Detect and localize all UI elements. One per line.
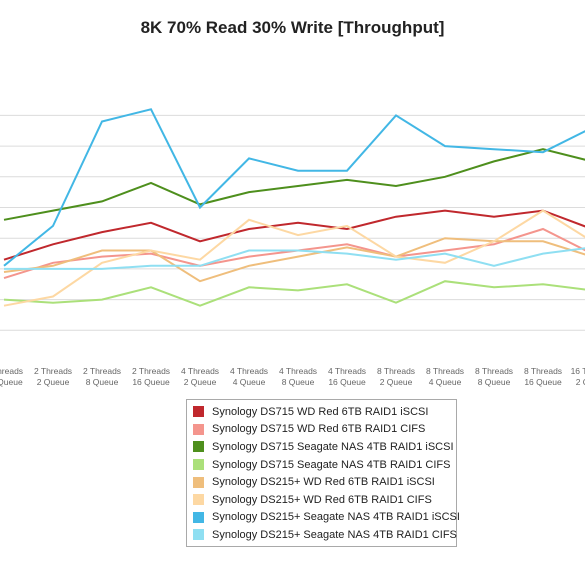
legend-swatch	[193, 476, 204, 488]
legend-item: Synology DS215+ Seagate NAS 4TB RAID1 CI…	[193, 526, 457, 544]
x-tick-label: 16 Queue	[524, 377, 562, 387]
legend-item: Synology DS715 Seagate NAS 4TB RAID1 CIF…	[193, 456, 456, 474]
legend-label: Synology DS715 Seagate NAS 4TB RAID1 iSC…	[212, 440, 454, 453]
x-tick-label: 4 Threads	[230, 366, 268, 376]
legend-item: Synology DS215+ WD Red 6TB RAID1 CIFS	[193, 491, 456, 509]
legend-item: Synology DS215+ WD Red 6TB RAID1 iSCSI	[193, 473, 456, 491]
x-tick-label: 8 Queue	[282, 377, 315, 387]
series-line-6	[3, 209, 585, 307]
series-line-2	[3, 227, 585, 280]
x-tick-label: 4 Queue	[429, 377, 462, 387]
legend-swatch	[193, 423, 204, 435]
x-tick-label: 8 Threads	[524, 366, 562, 376]
x-tick-label: 2 Queue	[184, 377, 217, 387]
series-line-3	[3, 148, 585, 221]
legend-label: Synology DS215+ Seagate NAS 4TB RAID1 CI…	[212, 528, 457, 541]
legend-swatch	[193, 494, 204, 506]
chart-title: 8K 70% Read 30% Write [Throughput]	[140, 18, 445, 37]
x-tick-label: 2 Queue	[576, 377, 585, 387]
series-line-8	[4, 247, 585, 270]
legend-swatch	[193, 406, 204, 418]
legend-label: Synology DS715 WD Red 6TB RAID1 iSCSI	[212, 405, 429, 418]
legend-swatch	[193, 511, 204, 523]
legend-label: Synology DS715 Seagate NAS 4TB RAID1 CIF…	[212, 458, 451, 471]
x-tick-label: 16 Queue	[0, 377, 23, 387]
series-line-1	[3, 209, 585, 261]
series-lines	[3, 108, 585, 307]
legend-label: Synology DS215+ WD Red 6TB RAID1 iSCSI	[212, 476, 435, 489]
x-tick-label: 2 Threads	[34, 366, 72, 376]
legend-swatch	[193, 441, 204, 453]
legend-label: Synology DS215+ WD Red 6TB RAID1 CIFS	[212, 493, 432, 506]
series-line-7	[3, 108, 585, 267]
legend: Synology DS715 WD Red 6TB RAID1 iSCSI Syn…	[186, 399, 460, 547]
x-tick-label: 8 Queue	[86, 377, 119, 387]
legend-item: Synology DS715 WD Red 6TB RAID1 iSCSI	[193, 403, 456, 421]
series-line-4	[3, 280, 585, 307]
legend-label: Synology DS215+ Seagate NAS 4TB RAID1 iS…	[212, 511, 460, 524]
legend-item: Synology DS715 Seagate NAS 4TB RAID1 iSC…	[193, 438, 456, 456]
legend-item: Synology DS215+ Seagate NAS 4TB RAID1 iS…	[193, 509, 460, 527]
x-tick-label: 8 Threads	[475, 366, 513, 376]
x-tick-label: 4 Threads	[328, 366, 366, 376]
x-tick-label: 4 Threads	[279, 366, 317, 376]
legend-label: Synology DS715 WD Red 6TB RAID1 CIFS	[212, 423, 426, 436]
x-tick-label: 16 Queue	[328, 377, 366, 387]
x-tick-label: 8 Threads	[377, 366, 415, 376]
legend-swatch	[193, 459, 204, 471]
x-tick-label: 16 Queue	[132, 377, 170, 387]
x-tick-label: 4 Threads	[181, 366, 219, 376]
x-tick-label: 2 Queue	[37, 377, 70, 387]
legend-item: Synology DS715 WD Red 6TB RAID1 CIFS	[193, 421, 456, 439]
x-tick-label: 2 Threads	[83, 366, 121, 376]
x-tick-label: 1 Threads	[0, 366, 23, 376]
x-tick-label: 8 Threads	[426, 366, 464, 376]
x-tick-label: 4 Queue	[233, 377, 266, 387]
legend-swatch	[193, 529, 204, 541]
x-tick-label: 16 Threads	[571, 366, 585, 376]
series-line-5	[3, 237, 585, 283]
x-tick-label: 2 Threads	[132, 366, 170, 376]
gridlines	[0, 114, 585, 331]
x-tick-label: 8 Queue	[478, 377, 511, 387]
x-tick-label: 2 Queue	[380, 377, 413, 387]
